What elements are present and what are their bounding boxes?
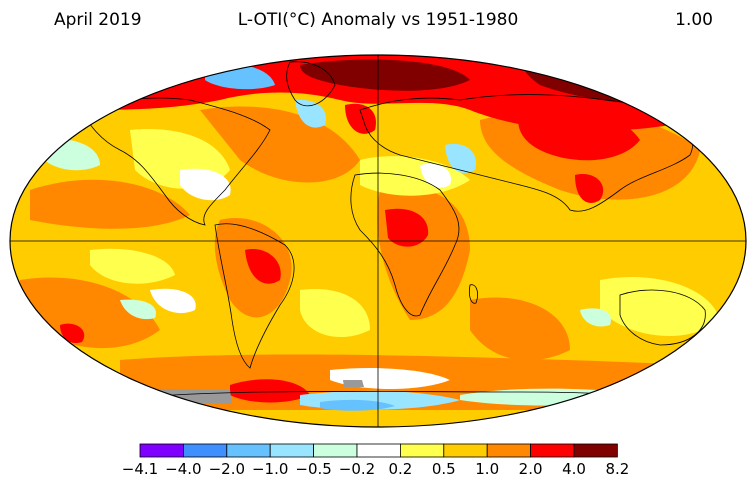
field-hot-brazil: [245, 249, 281, 284]
legend-label: −4.1: [122, 460, 158, 478]
globe-border: [9, 54, 747, 428]
field-neutral-se-pacific: [150, 288, 196, 314]
field-coollight-s-pacific: [120, 299, 156, 320]
global-mean-anomaly: 1.00: [675, 10, 713, 30]
map-date: April 2019: [54, 10, 142, 30]
field-cold-antarctica-inner: [320, 399, 395, 411]
field-warm-n-pacific: [30, 179, 190, 229]
field-mild-e-pacific: [90, 248, 175, 284]
coast-eurasia: [359, 94, 693, 212]
legend-label: 0.2: [388, 460, 412, 478]
legend-label: 0.5: [432, 460, 456, 478]
legend-label: 1.0: [475, 460, 499, 478]
legend-label: 2.0: [519, 460, 543, 478]
legend-swatch: [399, 443, 445, 458]
legend-swatch: [530, 443, 575, 458]
legend-label: −1.0: [252, 460, 288, 478]
legend-swatch: [486, 443, 532, 458]
legend-swatch: [313, 443, 358, 458]
legend-swatch: [226, 443, 271, 458]
field-hot-se-asia: [575, 174, 604, 203]
legend-label: 8.2: [605, 460, 629, 478]
legend-swatch: [269, 443, 315, 458]
field-hot-sahara: [385, 208, 429, 247]
legend-label: −2.0: [209, 460, 245, 478]
field-warm-indian-ocean: [470, 297, 570, 361]
field-mild-s-atlantic: [300, 289, 370, 338]
legend-label: −0.5: [295, 460, 331, 478]
field-neutral-sahara: [420, 163, 451, 188]
field-nodata-small: [343, 380, 364, 387]
coast-greenland: [286, 61, 336, 107]
anomaly-map: [9, 54, 747, 428]
field-cool-central-asia: [445, 143, 476, 173]
field-hot-antarctic-pen: [230, 379, 310, 403]
map-title: L-OTI(°C) Anomaly vs 1951-1980: [237, 10, 519, 30]
coast-madagascar: [468, 284, 478, 304]
legend-swatch: [356, 443, 401, 458]
coast-africa: [350, 172, 460, 317]
legend-label: −0.2: [339, 460, 375, 478]
field-neutral-us: [180, 168, 231, 201]
field-veryhot-siberia: [300, 59, 470, 91]
legend-swatch: [573, 443, 618, 458]
legend-swatch: [182, 443, 228, 458]
legend-swatch: [443, 443, 488, 458]
legend-label: −4.0: [165, 460, 201, 478]
legend-label: 4.0: [562, 460, 586, 478]
coast-north-america: [79, 97, 271, 226]
field-mild-australia: [600, 276, 720, 337]
field-hot-s-pacific: [60, 323, 85, 344]
field-hot-asia: [518, 106, 640, 161]
legend-swatch: [139, 443, 184, 458]
field-coollight-indian: [580, 308, 611, 327]
field-hot-europe: [345, 103, 376, 134]
field-cool-labrador: [295, 99, 326, 128]
